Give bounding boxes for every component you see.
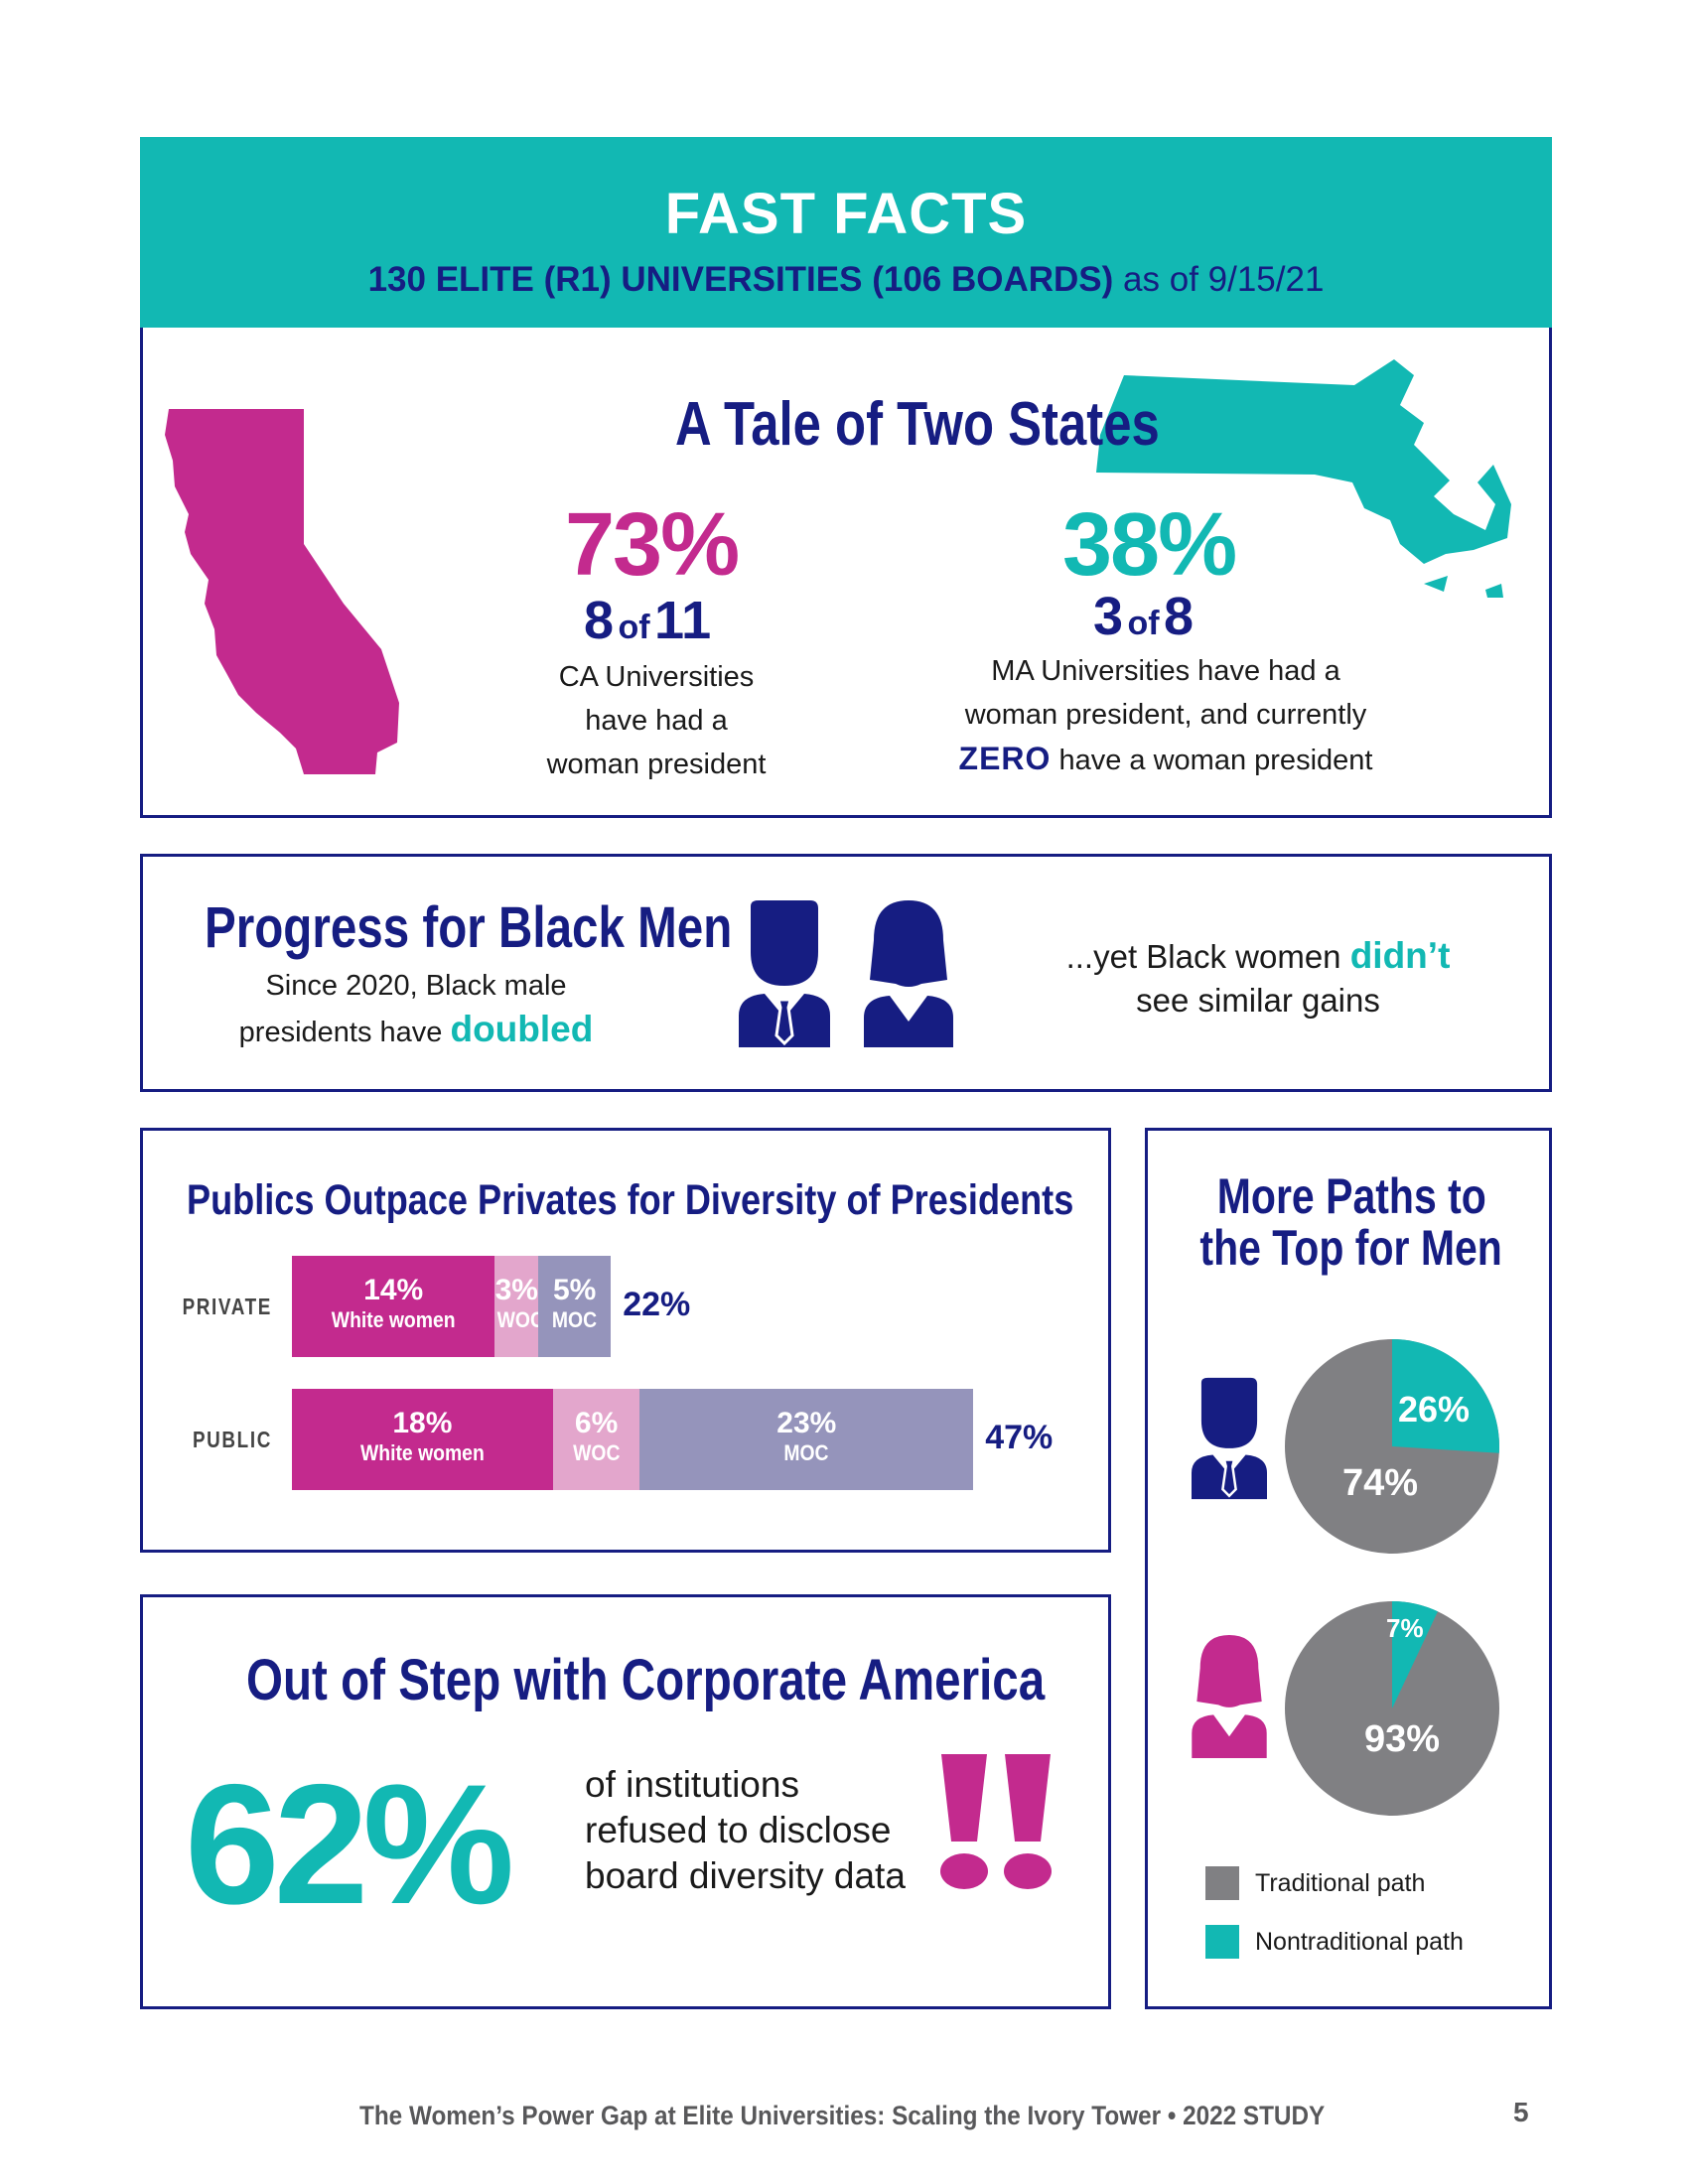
woman-icon (1192, 1635, 1267, 1758)
progress-women-note: ...yet Black women didn’t see similar ga… (995, 934, 1521, 1023)
fast-facts-banner: FAST FACTS 130 ELITE (R1) UNIVERSITIES (… (140, 137, 1552, 328)
page-number: 5 (1513, 2097, 1529, 2127)
legend-label-traditional: Traditional path (1255, 1869, 1426, 1897)
footer-text: The Women’s Power Gap at Elite Universit… (359, 2101, 1326, 2130)
progress-panel: Progress for Black Men Since 2020, Black… (140, 854, 1552, 1092)
doubled-emphasis: doubled (450, 1009, 594, 1049)
bar-segment-value: 14% (363, 1274, 424, 1306)
ca-total: 11 (654, 591, 712, 650)
bar-row-label: PRIVATE (182, 1294, 272, 1319)
zero-emphasis: ZERO (958, 741, 1052, 776)
progress-desc-line: Since 2020, Black male (265, 970, 567, 1002)
bar-segment: 14% White women (292, 1256, 495, 1357)
bar-segment-label: WOC (497, 1307, 545, 1332)
bar-row-label: PUBLIC (192, 1427, 272, 1452)
ca-percent: 73% (565, 495, 740, 595)
corporate-percent: 62% (185, 1749, 514, 1940)
bar-segment-value: 23% (776, 1407, 837, 1439)
california-map-icon (165, 409, 399, 774)
progress-description: Since 2020, Black male presidents have d… (203, 964, 630, 1054)
bar-segment: 18% White women (292, 1389, 553, 1490)
bar-total: 22% (623, 1286, 691, 1323)
corporate-text-line: refused to disclose (585, 1810, 892, 1850)
bar-segment-value: 18% (392, 1407, 453, 1439)
legend-swatch-nontraditional (1205, 1925, 1239, 1959)
ma-fraction: 3 of 8 (1093, 586, 1194, 647)
woman-icon (864, 900, 953, 1047)
bar-total: 47% (985, 1419, 1054, 1456)
bar-segment-value: 3% (494, 1274, 538, 1306)
progress-desc-line: presidents have doubled (238, 1009, 594, 1049)
corporate-title: Out of Step with Corporate America (246, 1648, 1046, 1712)
legend-swatch-traditional (1205, 1866, 1239, 1900)
ma-desc-line: woman president, and currently (964, 699, 1367, 731)
ca-count: 8 (584, 591, 615, 650)
women-nontraditional-label: 7% (1386, 1613, 1424, 1643)
corporate-text-line: board diversity data (585, 1855, 906, 1896)
bar-segment-label: White women (331, 1307, 456, 1332)
paths-panel: More Paths to the Top for Men 26% 74% 7%… (1145, 1128, 1552, 2009)
ca-desc-line: have had a (585, 705, 728, 737)
bar-segment-label: MOC (552, 1307, 598, 1332)
progress-title: Progress for Black Men (205, 895, 733, 960)
men-nontraditional-label: 26% (1398, 1389, 1471, 1430)
ma-desc-line: MA Universities have had a (991, 655, 1340, 687)
women-nontraditional-slice (1392, 1601, 1438, 1708)
ma-percent: 38% (1062, 495, 1237, 595)
men-nontraditional-slice (1392, 1339, 1499, 1453)
banner-subtitle-date: as of 9/15/21 (1113, 260, 1325, 299)
man-icon (1192, 1377, 1267, 1500)
ma-description: MA Universities have had a woman preside… (917, 649, 1414, 782)
bar-segment-label: MOC (783, 1440, 829, 1465)
double-exclamation-icon (940, 1754, 1052, 1889)
men-traditional-label: 74% (1342, 1462, 1419, 1504)
paths-title: More Paths to the Top for Men (1199, 1168, 1503, 1276)
ma-count: 3 (1093, 587, 1124, 646)
banner-title: FAST FACTS (664, 182, 1028, 246)
bar-segment-label: WOC (572, 1440, 621, 1465)
corporate-text-line: of institutions (585, 1764, 799, 1805)
ca-of: of (618, 609, 650, 646)
corporate-panel: Out of Step with Corporate America 62% o… (140, 1594, 1111, 2009)
men-paths-pie (1285, 1339, 1499, 1554)
women-paths-pie (1285, 1601, 1499, 1816)
states-title: A Tale of Two States (675, 390, 1160, 459)
legend-label-nontraditional: Nontraditional path (1255, 1928, 1464, 1956)
bar-segment: 23% MOC (639, 1389, 974, 1490)
ma-of: of (1127, 605, 1160, 642)
didnt-emphasis: didn’t (1349, 935, 1451, 976)
bar-segment: 6% WOC (552, 1389, 640, 1490)
man-icon (739, 900, 830, 1047)
massachusetts-map-icon (1096, 359, 1511, 598)
women-traditional-label: 93% (1364, 1718, 1441, 1760)
progress-yet-line: ...yet Black women didn’t (1065, 935, 1451, 976)
bar-segment-value: 6% (574, 1407, 619, 1439)
banner-subtitle-bold: 130 ELITE (R1) UNIVERSITIES (106 BOARDS) (367, 260, 1114, 299)
ca-fraction: 8 of 11 (584, 590, 711, 651)
diversity-title: Publics Outpace Privates for Diversity o… (187, 1176, 1074, 1224)
ca-description: CA Universities have had a woman preside… (512, 655, 800, 786)
banner-subtitle: 130 ELITE (R1) UNIVERSITIES (106 BOARDS)… (140, 260, 1552, 300)
ma-total: 8 (1164, 587, 1195, 646)
two-states-panel: A Tale of Two States 73% 8 of 11 CA Univ… (140, 328, 1552, 818)
progress-yet-line: see similar gains (1136, 982, 1380, 1019)
bar-segment-label: White women (360, 1440, 485, 1465)
bar-segment-value: 5% (553, 1274, 597, 1306)
corporate-text: of institutions refused to disclose boar… (585, 1762, 962, 1899)
bar-segment: 5% MOC (538, 1256, 612, 1357)
ca-desc-line: woman president (546, 749, 767, 780)
ca-desc-line: CA Universities (558, 661, 755, 693)
diversity-panel: Publics Outpace Privates for Diversity o… (140, 1128, 1111, 1553)
ma-desc-line: ZERO have a woman president (958, 741, 1373, 776)
bar-segment: 3% WOC (494, 1256, 545, 1357)
